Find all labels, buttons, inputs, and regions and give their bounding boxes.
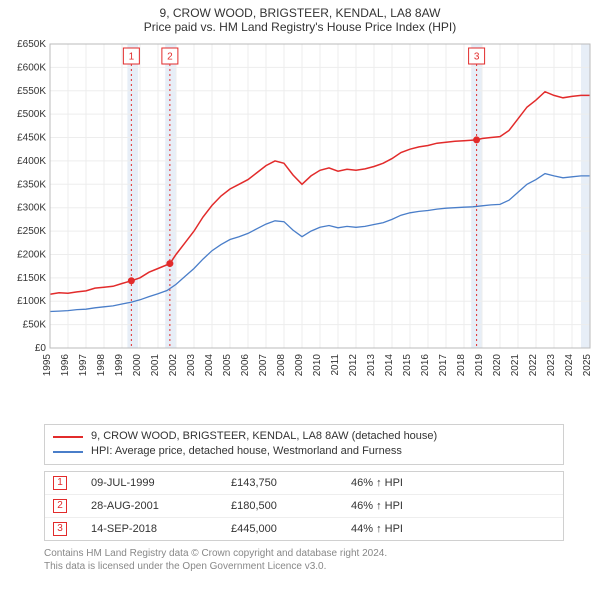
svg-text:2012: 2012 [348, 354, 359, 377]
svg-text:2018: 2018 [456, 354, 467, 377]
svg-text:2015: 2015 [402, 354, 413, 377]
svg-text:£300K: £300K [17, 203, 46, 214]
svg-text:£150K: £150K [17, 273, 46, 284]
event-diff: 46% ↑ HPI [351, 500, 555, 512]
svg-text:2013: 2013 [366, 354, 377, 377]
svg-text:1999: 1999 [114, 354, 125, 377]
svg-text:£400K: £400K [17, 156, 46, 167]
svg-text:2006: 2006 [240, 354, 251, 377]
event-marker: 2 [53, 499, 67, 513]
event-date: 14-SEP-2018 [91, 523, 231, 535]
svg-text:2008: 2008 [276, 354, 287, 377]
svg-text:£350K: £350K [17, 179, 46, 190]
table-row: 2 28-AUG-2001 £180,500 46% ↑ HPI [45, 494, 563, 517]
chart-subtitle: Price paid vs. HM Land Registry's House … [6, 20, 594, 34]
event-marker: 1 [53, 476, 67, 490]
svg-text:£100K: £100K [17, 296, 46, 307]
svg-text:2023: 2023 [546, 354, 557, 377]
svg-text:2001: 2001 [150, 354, 161, 377]
event-price: £445,000 [231, 523, 351, 535]
svg-text:2017: 2017 [438, 354, 449, 377]
legend-label: HPI: Average price, detached house, West… [91, 444, 402, 459]
chart-title: 9, CROW WOOD, BRIGSTEER, KENDAL, LA8 8AW [6, 6, 594, 20]
events-table: 1 09-JUL-1999 £143,750 46% ↑ HPI 2 28-AU… [44, 471, 564, 541]
svg-text:2014: 2014 [384, 354, 395, 377]
legend-row: 9, CROW WOOD, BRIGSTEER, KENDAL, LA8 8AW… [53, 429, 555, 444]
svg-text:£450K: £450K [17, 133, 46, 144]
table-row: 1 09-JUL-1999 £143,750 46% ↑ HPI [45, 472, 563, 494]
attribution-line: Contains HM Land Registry data © Crown c… [44, 547, 564, 560]
svg-text:2010: 2010 [312, 354, 323, 377]
svg-text:2022: 2022 [528, 354, 539, 377]
legend-label: 9, CROW WOOD, BRIGSTEER, KENDAL, LA8 8AW… [91, 429, 437, 444]
attribution: Contains HM Land Registry data © Crown c… [44, 547, 564, 573]
legend-swatch-blue [53, 451, 83, 453]
svg-text:1995: 1995 [42, 354, 53, 377]
svg-text:3: 3 [474, 52, 480, 63]
chart-svg: 1 2 3 £0 £50K £100K £150K £200K £250K £300K £350K £… [6, 38, 594, 418]
attribution-line: This data is licensed under the Open Gov… [44, 560, 564, 573]
chart-title-block: 9, CROW WOOD, BRIGSTEER, KENDAL, LA8 8AW… [6, 6, 594, 34]
svg-text:£250K: £250K [17, 226, 46, 237]
svg-text:2000: 2000 [132, 354, 143, 377]
svg-text:2005: 2005 [222, 354, 233, 377]
svg-text:2024: 2024 [564, 354, 575, 377]
svg-text:£500K: £500K [17, 109, 46, 120]
svg-text:1: 1 [129, 52, 135, 63]
svg-text:2007: 2007 [258, 354, 269, 377]
chart: 1 2 3 £0 £50K £100K £150K £200K £250K £300K £350K £… [6, 38, 594, 418]
legend-row: HPI: Average price, detached house, West… [53, 444, 555, 459]
svg-text:1998: 1998 [96, 354, 107, 377]
legend: 9, CROW WOOD, BRIGSTEER, KENDAL, LA8 8AW… [44, 424, 564, 465]
svg-text:2016: 2016 [420, 354, 431, 377]
svg-text:2009: 2009 [294, 354, 305, 377]
svg-text:2004: 2004 [204, 354, 215, 377]
table-row: 3 14-SEP-2018 £445,000 44% ↑ HPI [45, 517, 563, 540]
svg-text:2021: 2021 [510, 354, 521, 377]
svg-text:2: 2 [167, 52, 173, 63]
svg-text:£0: £0 [35, 343, 47, 354]
svg-text:1997: 1997 [78, 354, 89, 377]
event-diff: 44% ↑ HPI [351, 523, 555, 535]
event-date: 09-JUL-1999 [91, 477, 231, 489]
svg-text:£550K: £550K [17, 86, 46, 97]
svg-text:2003: 2003 [186, 354, 197, 377]
event-date: 28-AUG-2001 [91, 500, 231, 512]
svg-text:1996: 1996 [60, 354, 71, 377]
event-price: £180,500 [231, 500, 351, 512]
svg-text:£50K: £50K [23, 320, 47, 331]
event-marker: 3 [53, 522, 67, 536]
svg-text:2019: 2019 [474, 354, 485, 377]
svg-text:£200K: £200K [17, 249, 46, 260]
event-diff: 46% ↑ HPI [351, 477, 555, 489]
legend-swatch-red [53, 436, 83, 438]
svg-text:2020: 2020 [492, 354, 503, 377]
svg-text:£600K: £600K [17, 62, 46, 73]
svg-text:£650K: £650K [17, 39, 46, 50]
svg-text:2002: 2002 [168, 354, 179, 377]
event-price: £143,750 [231, 477, 351, 489]
svg-text:2011: 2011 [330, 354, 341, 376]
svg-text:2025: 2025 [582, 354, 593, 377]
